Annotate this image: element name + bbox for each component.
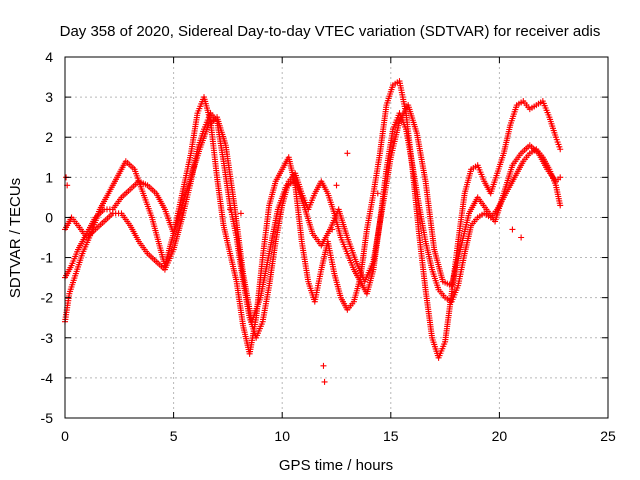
x-tick-label: 5 (170, 428, 178, 444)
y-tick-label: 4 (45, 49, 53, 65)
y-tick-label: 0 (45, 209, 53, 225)
data-markers (62, 78, 564, 385)
y-tick-label: 3 (45, 89, 53, 105)
data-point-marker (344, 150, 351, 157)
data-point-marker (321, 378, 328, 385)
y-tick-label: -2 (41, 290, 54, 306)
axis-ticks (64, 56, 609, 419)
x-tick-label: 10 (274, 428, 290, 444)
data-point-marker (320, 362, 327, 369)
y-axis-label: SDTVAR / TECUs (7, 178, 24, 298)
data-point-marker (557, 146, 564, 153)
y-tick-label: -5 (41, 410, 54, 426)
x-tick-label: 0 (61, 428, 69, 444)
x-axis-label: GPS time / hours (279, 457, 393, 474)
data-point-marker (557, 202, 564, 209)
y-tick-label: 1 (45, 169, 53, 185)
data-point-marker (557, 174, 564, 181)
x-tick-label: 15 (383, 428, 399, 444)
data-point-marker (509, 226, 516, 233)
grid-lines (65, 57, 608, 418)
data-point-marker (374, 190, 381, 197)
x-tick-label: 25 (600, 428, 616, 444)
y-tick-label: -3 (41, 330, 54, 346)
y-tick-label: 2 (45, 129, 53, 145)
plot-frame (64, 56, 609, 419)
data-point-marker (227, 206, 234, 213)
x-tick-labels: 0 5 10 15 20 25 (61, 428, 616, 444)
y-tick-labels: 4 3 2 1 0 -1 -2 -3 -4 -5 (41, 49, 54, 426)
y-tick-label: -1 (41, 250, 54, 266)
data-point-marker (329, 226, 336, 233)
x-tick-label: 20 (492, 428, 508, 444)
data-point-marker (333, 182, 340, 189)
chart-title: Day 358 of 2020, Sidereal Day-to-day VTE… (60, 23, 601, 40)
data-point-marker (518, 234, 525, 241)
y-tick-label: -4 (41, 370, 54, 386)
data-point-marker (237, 210, 244, 217)
